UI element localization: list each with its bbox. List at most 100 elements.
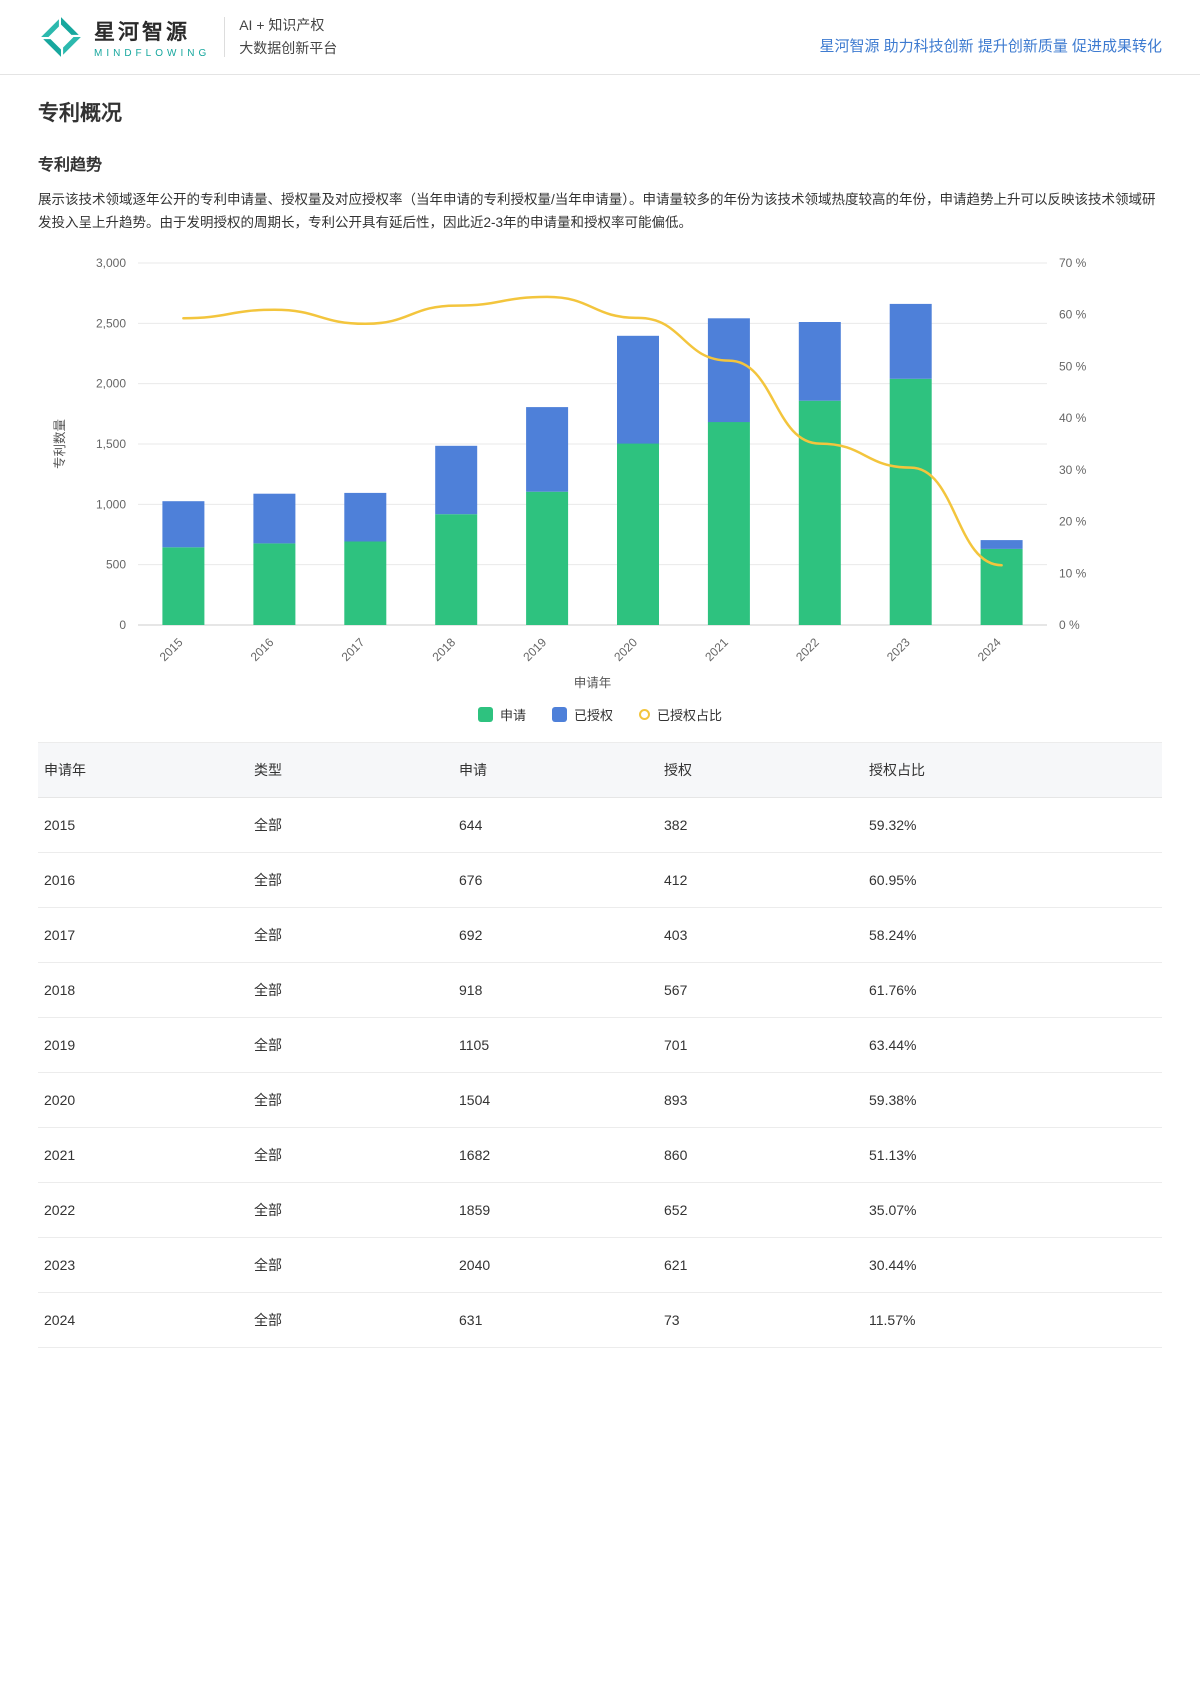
legend-item-已授权[interactable]: 已授权 [551, 705, 613, 724]
table-cell: 2022 [38, 1182, 248, 1239]
legend-item-已授权占比[interactable]: 已授权占比 [639, 705, 722, 724]
logo-divider [224, 17, 226, 58]
table-row: 2017 全部 692 403 58.24% [38, 907, 1162, 964]
table-row: 2022 全部 1859 652 35.07% [38, 1182, 1162, 1239]
page-title: 专利概况 [38, 102, 122, 126]
table-cell: 1105 [453, 1017, 658, 1074]
logo-title: 星河智源 [94, 20, 190, 44]
y2-axis-tick-label: 50 % [1059, 359, 1087, 373]
bar-segment-申请[interactable] [526, 491, 569, 626]
x-axis-title: 申请年 [574, 676, 612, 690]
column-header-授权: 授权 [658, 742, 863, 799]
legend-item-申请[interactable]: 申请 [477, 705, 526, 724]
table-row: 2020 全部 1504 893 59.38% [38, 1072, 1162, 1129]
table-row: 2023 全部 2040 621 30.44% [38, 1237, 1162, 1294]
table-row: 2018 全部 918 567 61.76% [38, 962, 1162, 1019]
y-axis-tick-label: 0 [119, 618, 126, 632]
x-axis-tick-label: 2016 [248, 635, 277, 664]
table-cell: 2018 [38, 962, 248, 1019]
column-header-类型: 类型 [248, 742, 453, 799]
table-cell: 全部 [248, 1182, 453, 1239]
bar-segment-已授权[interactable] [617, 335, 659, 444]
y-axis-tick-label: 3,000 [96, 256, 126, 270]
table-cell: 1504 [453, 1072, 658, 1129]
table-cell: 382 [658, 797, 863, 854]
table-cell: 2020 [38, 1072, 248, 1129]
bar-segment-申请[interactable] [889, 378, 932, 626]
bar-segment-申请[interactable] [617, 443, 659, 626]
table-row: 2015 全部 644 382 59.32% [38, 797, 1162, 854]
logo-subtitle: MINDFLOWING [94, 47, 211, 59]
table-cell: 51.13% [863, 1127, 1162, 1184]
x-axis-tick-label: 2021 [702, 635, 731, 664]
bar-segment-已授权[interactable] [344, 492, 387, 542]
bar-segment-申请[interactable] [253, 543, 296, 626]
table-cell: 61.76% [863, 962, 1162, 1019]
bar-segment-申请[interactable] [162, 547, 205, 626]
table-cell: 全部 [248, 1017, 453, 1074]
table-cell: 73 [658, 1292, 863, 1349]
table-cell: 全部 [248, 1072, 453, 1129]
page: 星河智源 MINDFLOWING AI + 知识产权 大数据创新平台 星河智源 … [0, 0, 1200, 1349]
table-cell: 全部 [248, 962, 453, 1019]
table-cell: 60.95% [863, 852, 1162, 909]
bar-segment-申请[interactable] [435, 514, 478, 626]
table-cell: 30.44% [863, 1237, 1162, 1294]
legend-swatch-icon [477, 707, 493, 723]
table-cell: 403 [658, 907, 863, 964]
y2-axis-tick-label: 40 % [1059, 411, 1087, 425]
bar-segment-已授权[interactable] [162, 501, 205, 548]
header: 星河智源 MINDFLOWING AI + 知识产权 大数据创新平台 星河智源 … [0, 0, 1200, 76]
table-cell: 全部 [248, 797, 453, 854]
logo-tagline: AI + 知识产权 大数据创新平台 [239, 14, 337, 60]
x-axis-tick-label: 2024 [975, 635, 1004, 664]
bar-segment-申请[interactable] [707, 422, 750, 626]
bar-segment-已授权[interactable] [253, 493, 296, 544]
patent-trend-chart[interactable]: 0 500 1,000 1,500 2,000 2,500 3,000 0 % 10 % 20 %… [38, 247, 1162, 724]
main-content: 专利概况 专利趋势 展示该技术领域逐年公开的专利申请量、授权量及对应授权率（当年… [0, 97, 1200, 1349]
table-cell: 59.38% [863, 1072, 1162, 1129]
table-body: 2015 全部 644 382 59.32% 2016 全部 676 412 60.95% 2017… [38, 797, 1162, 1349]
bar-segment-已授权[interactable] [980, 540, 1023, 549]
bar-segment-已授权[interactable] [798, 322, 841, 401]
header-slogan: 星河智源 助力科技创新 提升创新质量 促进成果转化 [819, 37, 1162, 55]
legend-ring-icon [639, 709, 650, 721]
chart-canvas[interactable]: 0 500 1,000 1,500 2,000 2,500 3,000 0 % 10 % 20 %… [38, 247, 1162, 699]
column-header-授权占比: 授权占比 [863, 742, 1162, 799]
bar-segment-已授权[interactable] [435, 445, 478, 515]
x-axis-tick-label: 2019 [520, 635, 549, 664]
table-cell: 全部 [248, 852, 453, 909]
legend-label: 已授权 [573, 708, 613, 724]
logo-tagline-line1: AI + 知识产权 [239, 17, 325, 33]
y-axis-tick-label: 1,500 [96, 437, 126, 451]
bar-segment-已授权[interactable] [889, 303, 932, 379]
y-axis-tick-label: 1,000 [96, 497, 126, 511]
table-cell: 2017 [38, 907, 248, 964]
legend-swatch-icon [551, 707, 567, 723]
table-row: 2016 全部 676 412 60.95% [38, 852, 1162, 909]
table-cell: 59.32% [863, 797, 1162, 854]
table-cell: 63.44% [863, 1017, 1162, 1074]
x-axis-tick-label: 2017 [339, 635, 368, 664]
section-description: 展示该技术领域逐年公开的专利申请量、授权量及对应授权率（当年申请的专利授权量/当… [38, 192, 1156, 231]
logo-tagline-line2: 大数据创新平台 [239, 40, 338, 57]
y2-axis-tick-label: 0 % [1059, 618, 1080, 632]
table-cell: 2040 [453, 1237, 658, 1294]
table-header: 申请年 类型 申请 授权 授权占比 [38, 742, 1162, 799]
table-cell: 412 [658, 852, 863, 909]
table-cell: 860 [658, 1127, 863, 1184]
table-cell: 652 [658, 1182, 863, 1239]
table-cell: 918 [453, 962, 658, 1019]
bar-segment-申请[interactable] [344, 541, 387, 626]
bar-segment-已授权[interactable] [707, 318, 750, 423]
bar-segment-已授权[interactable] [526, 407, 569, 492]
y-axis-tick-label: 2,000 [96, 377, 126, 391]
y-axis-title: 专利数量 [52, 419, 67, 469]
table-cell: 2019 [38, 1017, 248, 1074]
y2-axis-tick-label: 70 % [1059, 256, 1087, 270]
y2-axis-tick-label: 30 % [1059, 463, 1087, 477]
grant-ratio-line[interactable] [182, 295, 1003, 567]
bar-segment-申请[interactable] [798, 400, 841, 626]
table-cell: 893 [658, 1072, 863, 1129]
table-cell: 11.57% [863, 1292, 1162, 1349]
